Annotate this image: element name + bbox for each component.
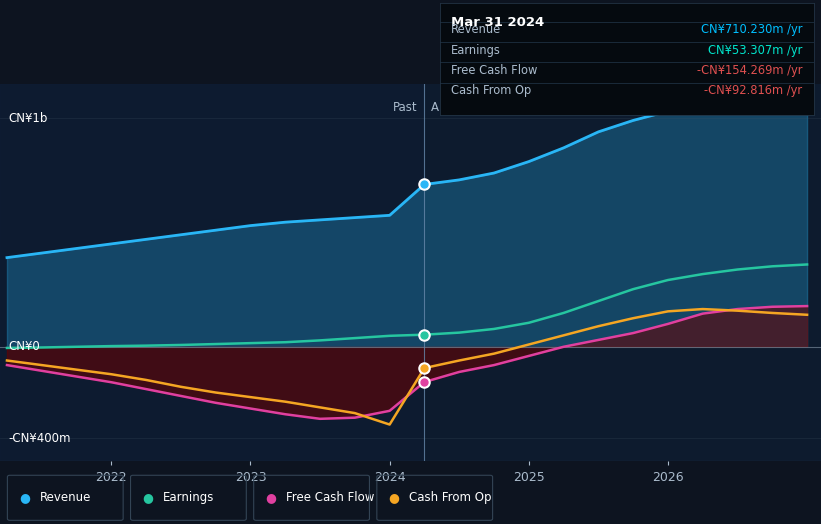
- Text: CN¥53.307m /yr: CN¥53.307m /yr: [708, 43, 802, 57]
- Text: Earnings: Earnings: [163, 492, 214, 504]
- Text: CN¥710.230m /yr: CN¥710.230m /yr: [701, 24, 802, 36]
- Text: Revenue: Revenue: [39, 492, 91, 504]
- Text: ●: ●: [265, 492, 277, 504]
- Text: Free Cash Flow: Free Cash Flow: [286, 492, 374, 504]
- Text: Cash From Op: Cash From Op: [409, 492, 491, 504]
- Text: Analysts Forecasts: Analysts Forecasts: [431, 101, 541, 114]
- Bar: [0, 84, 424, 461]
- Text: Earnings: Earnings: [452, 43, 501, 57]
- Text: Cash From Op: Cash From Op: [452, 84, 531, 97]
- Text: Past: Past: [392, 101, 417, 114]
- Text: ●: ●: [19, 492, 30, 504]
- Text: ●: ●: [388, 492, 400, 504]
- Text: Mar 31 2024: Mar 31 2024: [452, 16, 544, 29]
- Text: CN¥1b: CN¥1b: [8, 112, 48, 125]
- Text: -CN¥400m: -CN¥400m: [8, 432, 71, 445]
- Text: CN¥0: CN¥0: [8, 340, 40, 353]
- Text: Free Cash Flow: Free Cash Flow: [452, 64, 538, 77]
- Text: ●: ●: [142, 492, 154, 504]
- Text: -CN¥154.269m /yr: -CN¥154.269m /yr: [697, 64, 802, 77]
- Text: -CN¥92.816m /yr: -CN¥92.816m /yr: [704, 84, 802, 97]
- Text: Revenue: Revenue: [452, 24, 502, 36]
